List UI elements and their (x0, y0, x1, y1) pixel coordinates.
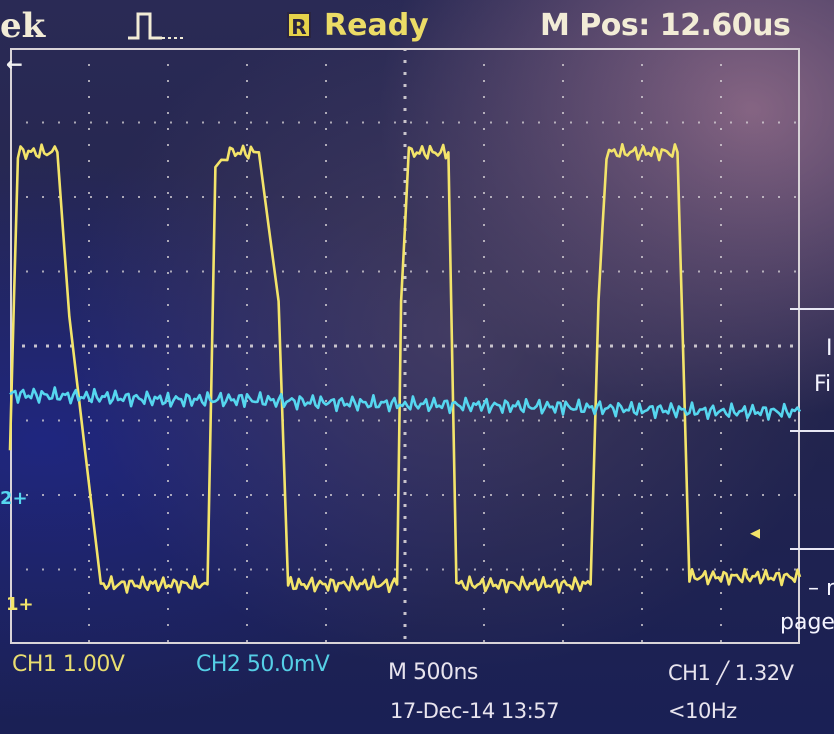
horizontal-position: M Pos: 12.60us (540, 8, 791, 43)
frequency-readout: <10Hz (668, 699, 737, 723)
date-time: 17-Dec-14 13:57 (390, 699, 559, 723)
trigger-position-marker: ← (6, 52, 23, 76)
side-menu-item[interactable]: page (780, 610, 834, 635)
ch1-trace (8, 143, 802, 594)
side-menu-divider (790, 308, 834, 310)
side-menu-item[interactable]: – n (808, 576, 834, 601)
trigger-level-marker: ◂ (750, 520, 761, 544)
ch2-trace (9, 386, 802, 421)
brand-logo: ek (0, 6, 46, 46)
timebase-readout: M 500ns (388, 660, 478, 685)
side-menu-divider (790, 430, 834, 432)
ch1-scale-readout: CH1 1.00V (12, 652, 125, 677)
pulse-trigger-icon (128, 12, 186, 40)
ch2-scale-readout: CH2 50.0mV (196, 652, 330, 677)
ch1-ground-marker: 1+ (6, 594, 34, 615)
ch2-ground-marker: 2+ (0, 488, 28, 509)
side-menu-item[interactable]: Fi (814, 372, 832, 397)
graticule-grid (10, 48, 800, 644)
trigger-readout: CH1 ╱ 1.32V (668, 661, 794, 685)
side-menu-divider (790, 548, 834, 550)
run-status: Ready (324, 8, 429, 43)
run-state-badge: R (287, 12, 311, 39)
trace-layer (8, 143, 802, 594)
side-menu-item[interactable]: I (826, 336, 833, 361)
